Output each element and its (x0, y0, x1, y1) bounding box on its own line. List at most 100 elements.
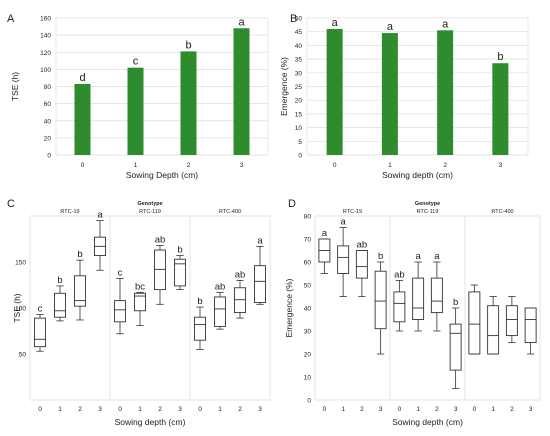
chart-d-significance-letter: ab (394, 269, 405, 280)
chart-c-box (54, 292, 66, 318)
chart-a-ytick-label: 20 (44, 135, 52, 142)
chart-d-ytick-label: 50 (304, 283, 312, 290)
chart-d-box (393, 291, 406, 323)
chart-d-x-axis-title: Sowing depth (cm) (392, 417, 463, 427)
chart-b-xtick-label: 0 (333, 162, 337, 169)
chart-c-xtick-label: 1 (58, 406, 62, 413)
chart-a-bar (127, 67, 144, 155)
chart-d-group-label: RTC-19 (343, 209, 362, 215)
chart-b-ytick-label: 35 (295, 57, 303, 64)
chart-d-xtick-label: 1 (416, 406, 420, 413)
chart-c-box (74, 275, 86, 307)
chart-d-xtick-label: 3 (454, 406, 458, 413)
chart-a-bar (233, 28, 250, 155)
chart-c-significance-letter: ab (235, 269, 246, 280)
chart-d-significance-letter: b (453, 297, 458, 308)
chart-c-box (194, 316, 206, 341)
chart-a-significance-letter: b (185, 39, 191, 51)
chart-b-bar (381, 33, 398, 155)
chart-d-significance-letter: a (322, 228, 328, 239)
chart-a-ytick-label: 120 (40, 50, 51, 57)
chart-b-significance-letter: a (387, 21, 394, 33)
chart-d-ytick-label: 0 (307, 398, 311, 405)
chart-d-box (337, 245, 350, 274)
chart-c-significance-letter: c (38, 303, 43, 314)
chart-b-ytick-label: 0 (298, 153, 302, 160)
chart-b-xtick-label: 2 (443, 162, 447, 169)
chart-d-xtick-label: 0 (398, 406, 402, 413)
chart-d-box (449, 323, 462, 371)
chart-a-xtick-label: 0 (81, 162, 85, 169)
chart-c-xtick-label: 3 (178, 406, 182, 413)
chart-d-ytick-label: 30 (304, 329, 312, 336)
chart-b-emergence-bar: 0 5 10 15 20 25 30 35 40 45 50 a 0 a 1 a 2 b 3 Sowing depth… (279, 16, 529, 180)
chart-c-significance-letter: b (57, 275, 62, 286)
chart-b-significance-letter: a (332, 17, 339, 29)
chart-b-y-axis-title: Emergence (%) (279, 57, 289, 116)
chart-c-plot-frame (29, 215, 271, 401)
chart-b-bar (492, 63, 509, 155)
chart-a-ytick-label: 140 (40, 33, 51, 40)
chart-c-significance-letter: ab (155, 234, 166, 245)
chart-d-significance-letter: a (434, 251, 440, 262)
chart-c-y-axis-title: TSE (h) (12, 293, 22, 322)
chart-b-ytick-label: 10 (295, 125, 303, 132)
chart-a-xtick-label: 2 (187, 162, 191, 169)
chart-d-box (505, 305, 518, 337)
chart-c-group-title: Genotype (137, 201, 162, 207)
chart-d-xtick-label: 2 (435, 406, 439, 413)
chart-d-xtick-label: 3 (379, 406, 383, 413)
chart-c-significance-letter: b (77, 249, 82, 260)
chart-a-tse-bar: 0 20 40 60 80 100 120 140 160 d 0 c 1 b 2 a 3 Sowing Dept… (10, 16, 269, 180)
chart-a-ytick-label: 160 (40, 16, 51, 23)
chart-c-box (114, 300, 126, 323)
chart-d-xtick-label: 1 (491, 406, 495, 413)
panel-letter-c: C (7, 198, 15, 210)
chart-d-ytick-label: 80 (304, 214, 312, 221)
chart-d-box (487, 305, 500, 355)
chart-b-ytick-label: 30 (295, 70, 303, 77)
chart-b-ytick-label: 50 (295, 16, 303, 23)
chart-c-significance-letter: c (118, 268, 123, 279)
chart-b-bar (437, 30, 454, 155)
chart-d-xtick-label: 3 (529, 406, 533, 413)
panel-letter-d: D (288, 198, 296, 210)
chart-c-box (234, 287, 246, 314)
chart-c-xtick-label: 3 (98, 406, 102, 413)
chart-c-xtick-label: 2 (78, 406, 82, 413)
chart-c-significance-letter: bc (135, 281, 145, 292)
chart-d-group-label: RTC-400 (491, 209, 513, 215)
chart-c-box (174, 258, 186, 287)
chart-c-x-axis-title: Sowing depth (cm) (115, 417, 186, 427)
chart-c-box (134, 292, 146, 312)
chart-a-xtick-label: 3 (240, 162, 244, 169)
chart-c-box (254, 265, 266, 303)
chart-b-ytick-label: 45 (295, 29, 303, 36)
panel-letter-b: B (290, 13, 297, 25)
chart-b-ytick-label: 25 (295, 84, 303, 91)
chart-a-significance-letter: a (238, 16, 245, 28)
chart-d-box (374, 270, 387, 330)
chart-a-bar (180, 51, 197, 155)
chart-b-significance-letter: b (497, 51, 503, 63)
chart-c-xtick-label: 2 (238, 406, 242, 413)
chart-a-significance-letter: c (133, 56, 139, 68)
chart-d-box (430, 277, 443, 314)
chart-d-box (355, 250, 368, 279)
panel-letter-a: A (7, 13, 15, 25)
chart-d-xtick-label: 0 (473, 406, 477, 413)
chart-d-significance-letter: ab (357, 240, 368, 251)
chart-d-ytick-label: 40 (304, 306, 312, 313)
chart-c-ytick-label: 50 (19, 352, 27, 359)
chart-d-ytick-label: 60 (304, 260, 312, 267)
chart-d-significance-letter: a (340, 217, 346, 228)
chart-a-ytick-label: 60 (44, 101, 52, 108)
chart-c-xtick-label: 0 (118, 406, 122, 413)
chart-a-ytick-label: 100 (40, 67, 51, 74)
chart-b-xtick-label: 3 (499, 162, 503, 169)
chart-a-significance-letter: d (79, 72, 85, 84)
chart-c-significance-letter: b (197, 296, 202, 307)
chart-c-group-label: RTC-400 (219, 209, 241, 215)
chart-d-group-label: RTC-119 (417, 209, 439, 215)
